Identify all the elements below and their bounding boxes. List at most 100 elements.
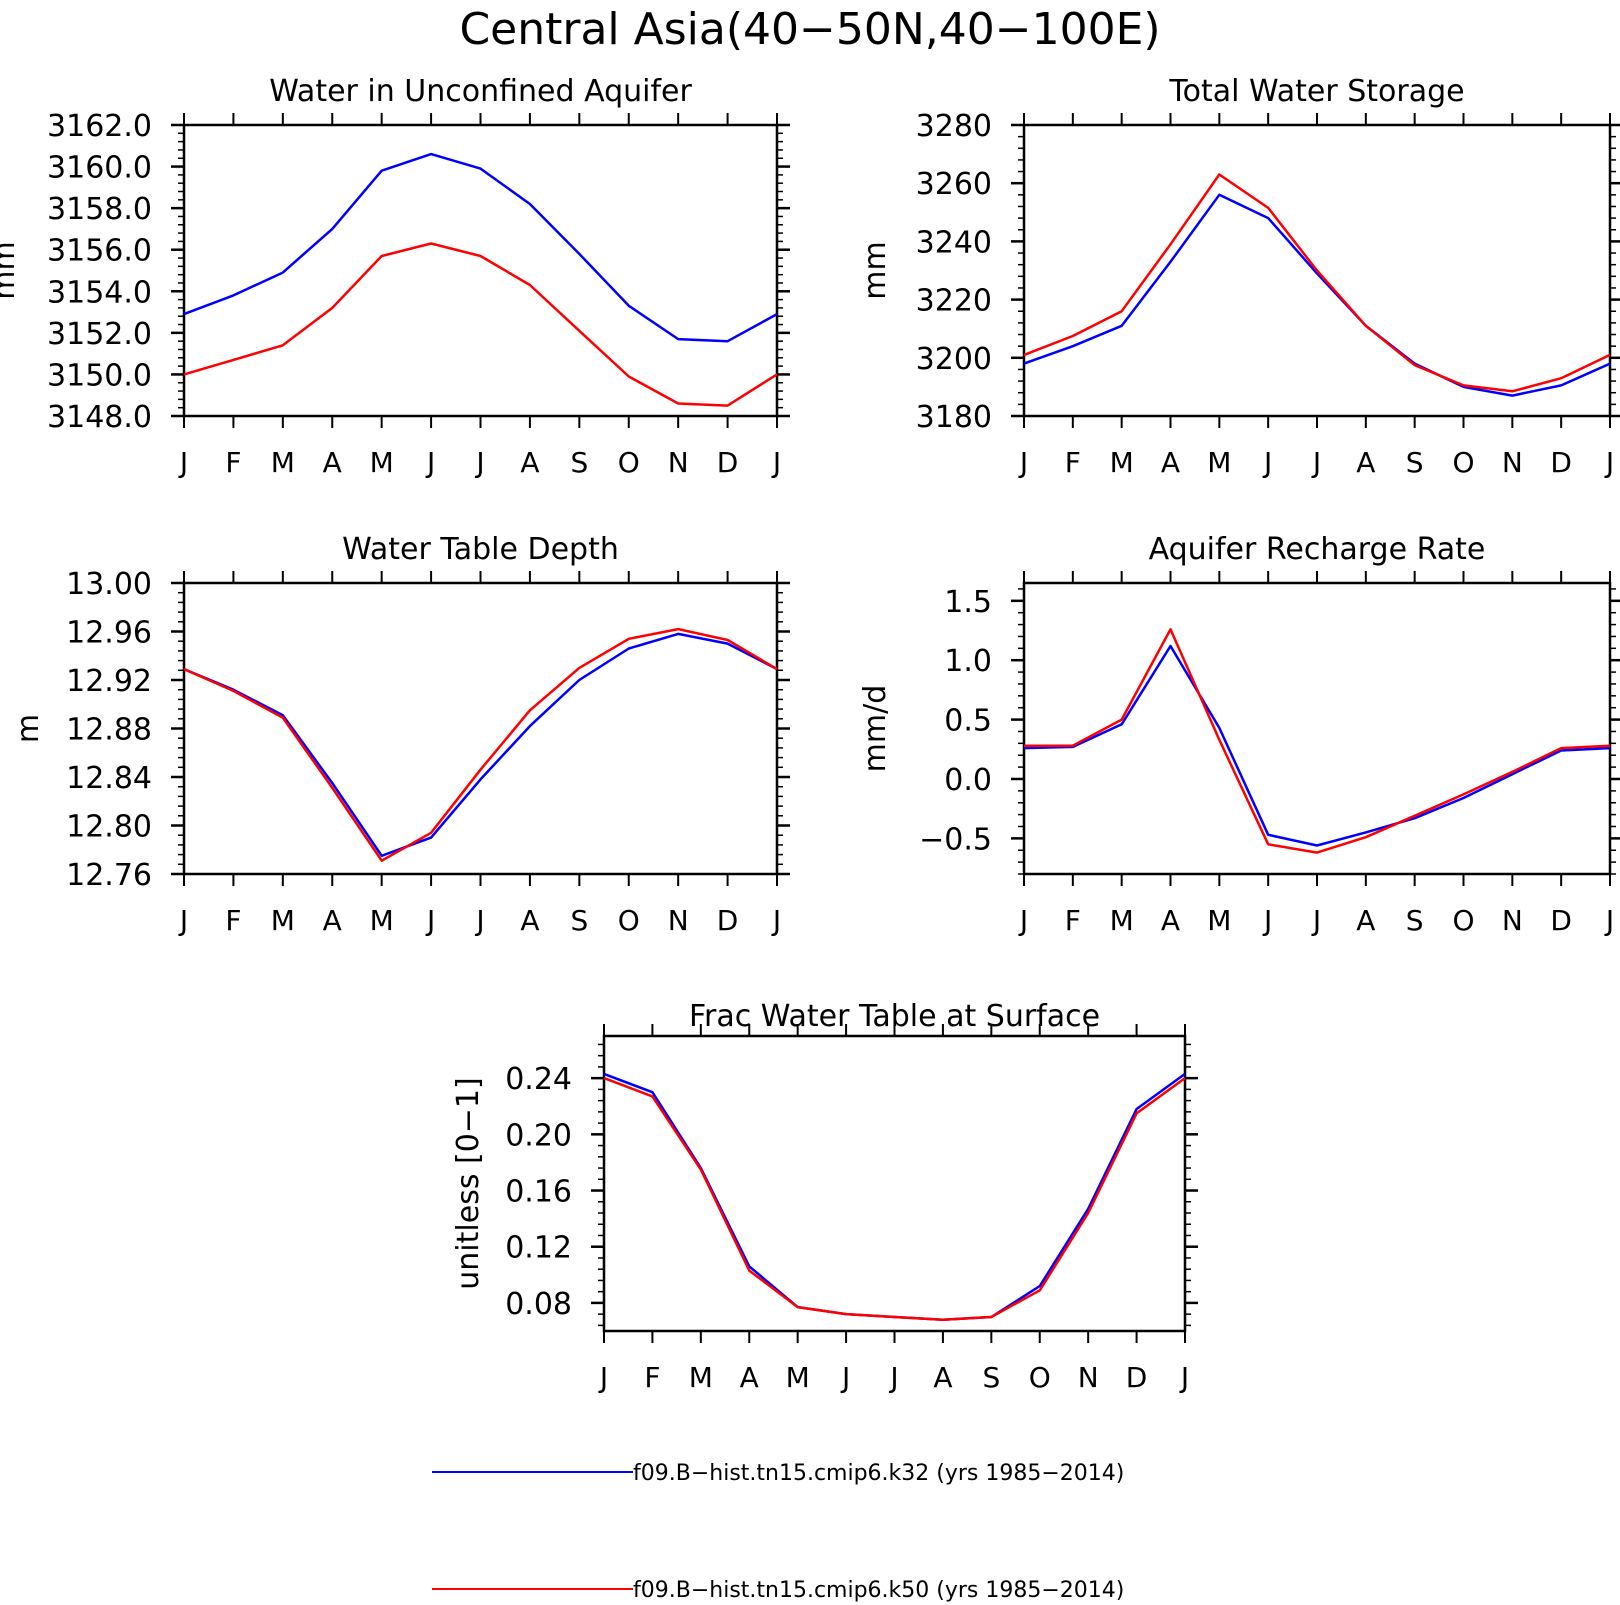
x-tick-label: O: [1452, 904, 1474, 937]
y-tick-label: 3162.0: [47, 109, 152, 144]
legend-label-k32: f09.B−hist.tn15.cmip6.k32 (yrs 1985−2014…: [633, 1461, 1124, 1486]
x-tick-label: N: [1502, 904, 1523, 937]
x-tick-label: F: [1065, 904, 1081, 937]
y-tick-label: 3156.0: [47, 234, 152, 269]
x-tick-label: J: [425, 446, 435, 479]
series-line-k50: [183, 627, 778, 862]
x-tick-label: J: [1311, 446, 1321, 479]
y-axis-label: mm: [0, 241, 22, 299]
y-tick-label: 3220: [916, 284, 992, 319]
panel-title: Total Water Storage: [1168, 74, 1464, 109]
y-tick-label: 12.88: [66, 713, 152, 748]
x-tick-label: J: [1018, 446, 1028, 479]
x-tick-label: M: [1110, 904, 1134, 937]
series-line-k32: [1023, 193, 1611, 397]
x-tick-label: O: [1029, 1361, 1051, 1394]
x-tick-label: J: [1604, 446, 1614, 479]
x-tick-label: A: [740, 1361, 759, 1394]
x-tick-label: J: [888, 1361, 898, 1394]
x-tick-label: A: [1356, 446, 1375, 479]
x-tick-label: J: [1262, 446, 1272, 479]
x-tick-label: F: [225, 446, 241, 479]
x-tick-label: O: [618, 446, 640, 479]
x-tick-label: S: [1406, 446, 1424, 479]
y-tick-label: 0.12: [505, 1231, 572, 1266]
x-tick-label: A: [520, 904, 539, 937]
y-tick-label: 13.00: [66, 567, 152, 602]
x-tick-label: D: [1550, 446, 1572, 479]
panel-title: Aquifer Recharge Rate: [1149, 532, 1486, 567]
x-tick-label: M: [1110, 446, 1134, 479]
x-tick-label: J: [771, 446, 781, 479]
y-tick-label: 3150.0: [47, 358, 152, 393]
y-tick-label: 0.16: [505, 1175, 572, 1210]
y-tick-label: 3180: [916, 400, 992, 435]
y-tick-label: 0.08: [505, 1287, 572, 1322]
x-tick-label: M: [370, 446, 394, 479]
x-tick-label: A: [323, 446, 342, 479]
x-tick-label: D: [717, 446, 739, 479]
x-tick-label: M: [1207, 904, 1231, 937]
x-tick-label: M: [370, 904, 394, 937]
figure-title: Central Asia(40−50N,40−100E): [459, 4, 1160, 55]
x-tick-label: J: [474, 446, 484, 479]
panel-title: Water in Unconfined Aquifer: [269, 74, 692, 109]
y-axis-label: unitless [0−1]: [451, 1077, 486, 1289]
x-tick-label: J: [178, 904, 188, 937]
x-tick-label: N: [668, 446, 689, 479]
x-tick-label: M: [786, 1361, 810, 1394]
x-tick-label: D: [1126, 1361, 1148, 1394]
y-tick-label: 3152.0: [47, 317, 152, 352]
x-tick-label: A: [323, 904, 342, 937]
y-tick-label: 12.92: [66, 664, 152, 699]
y-tick-label: 0.24: [505, 1062, 572, 1097]
x-tick-label: M: [689, 1361, 713, 1394]
y-axis-label: mm: [858, 241, 893, 299]
series-line-k32: [183, 152, 778, 343]
legend: f09.B−hist.tn15.cmip6.k32 (yrs 1985−2014…: [432, 1461, 1124, 1603]
plot-frame: [602, 1034, 1187, 1333]
x-tick-label: O: [618, 904, 640, 937]
x-tick-label: S: [982, 1361, 1000, 1394]
x-tick-label: F: [1065, 446, 1081, 479]
y-tick-label: 1.0: [944, 644, 992, 679]
x-tick-label: J: [1604, 904, 1614, 937]
x-tick-label: N: [1078, 1361, 1099, 1394]
x-tick-label: A: [1356, 904, 1375, 937]
x-tick-label: M: [271, 904, 295, 937]
x-tick-label: J: [474, 904, 484, 937]
x-tick-label: A: [1161, 446, 1180, 479]
series-line-k50: [1024, 628, 1611, 854]
x-tick-label: N: [1502, 446, 1523, 479]
y-tick-label: 3158.0: [47, 192, 152, 227]
x-tick-label: J: [598, 1361, 608, 1394]
x-tick-label: O: [1452, 446, 1474, 479]
y-tick-label: 3148.0: [47, 400, 152, 435]
y-tick-label: 12.84: [66, 761, 152, 796]
x-tick-label: M: [1207, 446, 1231, 479]
y-tick-label: 12.96: [66, 616, 152, 651]
x-tick-label: N: [668, 904, 689, 937]
y-tick-label: −0.5: [919, 822, 992, 857]
y-tick-label: 3240: [916, 225, 992, 260]
x-tick-label: S: [570, 446, 588, 479]
y-tick-label: 3260: [916, 167, 992, 202]
x-tick-label: S: [570, 904, 588, 937]
y-tick-label: 12.76: [66, 858, 152, 893]
y-tick-label: 0.20: [505, 1118, 572, 1153]
x-tick-label: A: [520, 446, 539, 479]
series-line-k50: [603, 1076, 1186, 1322]
y-axis-label: m: [11, 714, 46, 743]
x-tick-label: S: [1406, 904, 1424, 937]
x-tick-label: J: [840, 1361, 850, 1394]
x-tick-label: A: [933, 1361, 952, 1394]
series-line-k32: [1023, 644, 1611, 847]
x-tick-label: F: [644, 1361, 660, 1394]
x-tick-label: J: [1262, 904, 1272, 937]
y-tick-label: 0.5: [944, 704, 992, 739]
